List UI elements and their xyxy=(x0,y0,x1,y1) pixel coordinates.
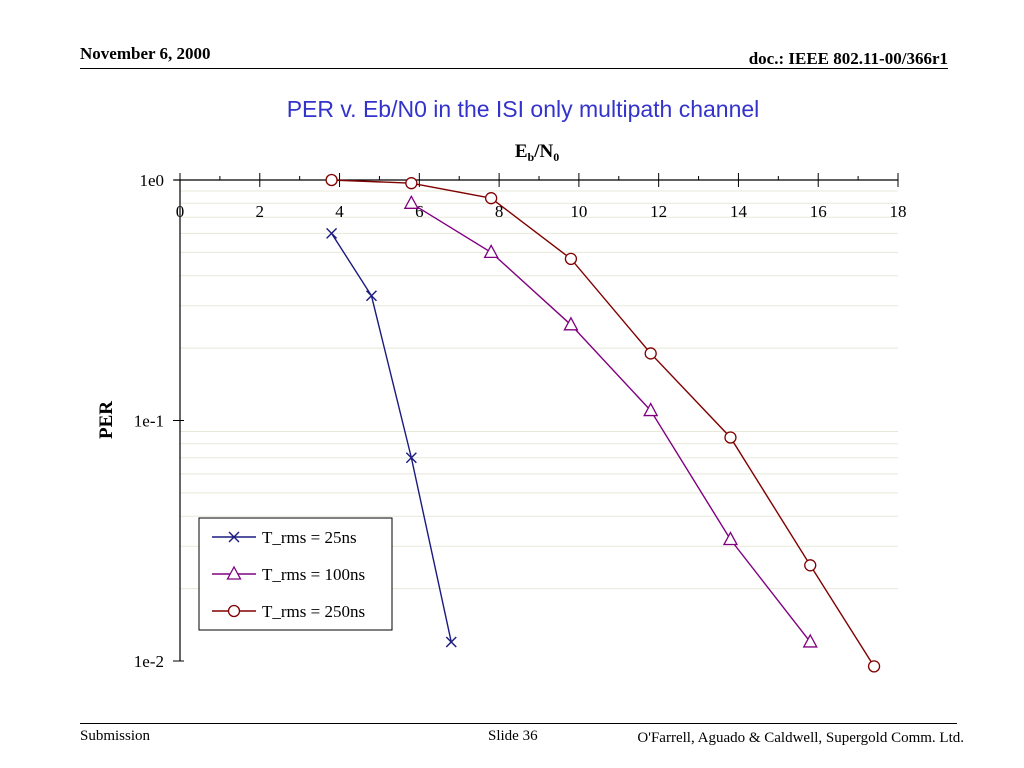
legend-label: T_rms = 250ns xyxy=(262,602,365,621)
y-tick-label: 1e-1 xyxy=(134,412,164,431)
marker-circle xyxy=(724,431,737,444)
header-divider xyxy=(80,68,948,69)
marker-triangle xyxy=(483,244,499,259)
x-tick-label: 12 xyxy=(650,202,667,221)
x-tick-label: 18 xyxy=(890,202,907,221)
marker-circle xyxy=(484,192,498,205)
marker-circle xyxy=(644,347,657,360)
x-tick-label: 2 xyxy=(256,202,265,221)
y-tick-label: 1e0 xyxy=(139,171,164,190)
marker-circle xyxy=(405,177,418,190)
header-doc-id: doc.: IEEE 802.11-00/366r1 xyxy=(748,49,948,68)
marker-circle xyxy=(804,559,817,572)
x-tick-label: 10 xyxy=(570,202,587,221)
marker-triangle xyxy=(563,316,579,331)
marker-triangle xyxy=(403,194,419,209)
series-x xyxy=(326,227,457,648)
chart-title: PER v. Eb/N0 in the ISI only multipath c… xyxy=(286,96,760,122)
marker-x xyxy=(445,636,457,648)
marker-triangle xyxy=(226,565,242,580)
header-date: November 6, 2000 xyxy=(80,44,211,63)
series-circle xyxy=(325,173,881,673)
series-line xyxy=(331,179,875,667)
axes: 0 2 4 6 8 10 12 14 16 18 1e0 1e-1 1e-2 xyxy=(134,171,907,671)
marker-x xyxy=(228,531,240,543)
marker-triangle xyxy=(643,402,659,417)
marker-x xyxy=(326,227,338,239)
legend: T_rms = 25ns T_rms = 100ns T_rms = 250ns xyxy=(198,517,393,631)
x-tick-label: 4 xyxy=(335,202,344,221)
footer-divider xyxy=(80,723,957,724)
footer-slide-number: Slide 36 xyxy=(488,728,538,744)
legend-label: T_rms = 100ns xyxy=(262,565,365,584)
series-triangle xyxy=(403,194,818,648)
x-tick-label: 8 xyxy=(495,202,504,221)
grid-lines xyxy=(180,190,898,590)
legend-label: T_rms = 25ns xyxy=(262,528,357,547)
marker-circle xyxy=(564,252,578,266)
x-tick-label: 0 xyxy=(176,202,185,221)
y-axis-label: PER xyxy=(96,401,117,439)
x-tick-label: 16 xyxy=(810,202,827,221)
series-layer xyxy=(325,173,881,673)
x-tick-label: 6 xyxy=(415,202,424,221)
marker-triangle xyxy=(802,633,818,648)
footer-authors: O'Farrell, Aguado & Caldwell, Supergold … xyxy=(637,730,964,746)
marker-circle xyxy=(867,660,881,673)
marker-circle xyxy=(227,604,241,618)
x-axis-label: Eb/N0 xyxy=(515,141,559,164)
y-tick-label: 1e-2 xyxy=(134,652,164,671)
series-line xyxy=(330,232,452,643)
marker-triangle xyxy=(722,531,739,546)
series-line xyxy=(410,202,811,643)
footer-submission: Submission xyxy=(80,728,151,744)
marker-x xyxy=(365,290,377,302)
x-tick-label: 14 xyxy=(730,202,748,221)
marker-circle xyxy=(325,173,338,187)
marker-x xyxy=(405,452,417,464)
